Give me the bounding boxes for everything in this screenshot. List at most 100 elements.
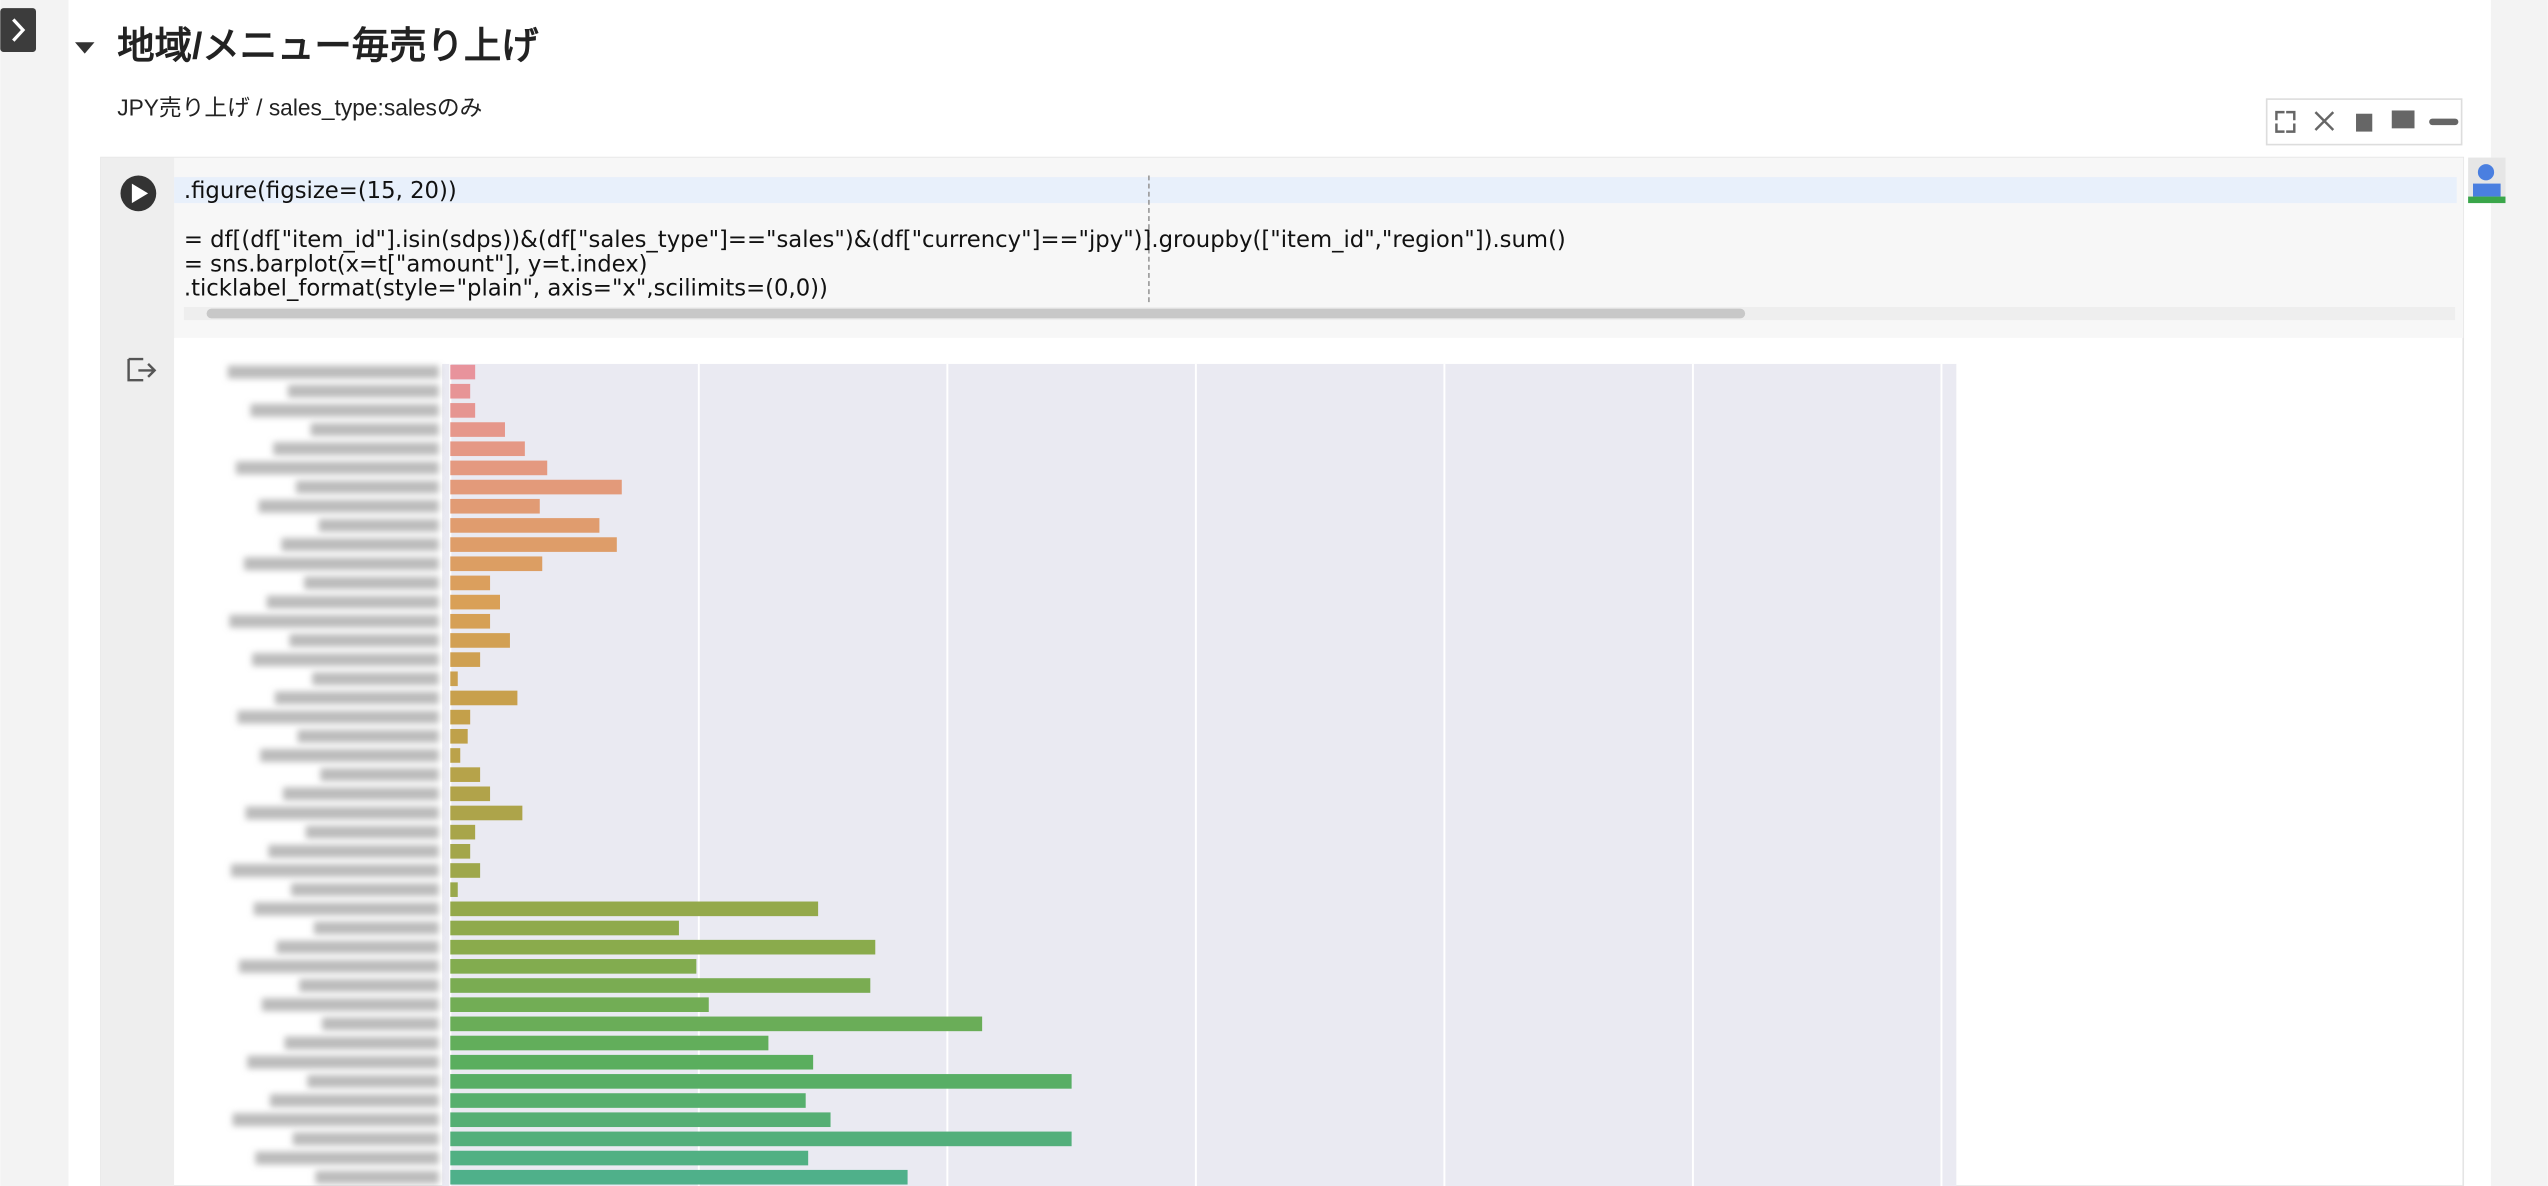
category-label-blurred [274, 691, 439, 705]
avatar-status [2468, 196, 2506, 204]
category-label-blurred [232, 1113, 439, 1127]
category-label-blurred [299, 979, 439, 993]
bar [450, 1074, 1072, 1089]
category-label-blurred [295, 480, 439, 494]
category-label-blurred [281, 538, 439, 552]
category-label-blurred [289, 633, 439, 647]
bar [450, 690, 518, 706]
bar [450, 671, 458, 687]
bar [450, 728, 468, 744]
category-label-blurred [273, 442, 439, 456]
bar [450, 594, 501, 610]
bar [450, 1035, 769, 1051]
category-label-blurred [282, 787, 439, 801]
bar [450, 422, 505, 437]
bar [450, 805, 523, 821]
category-label-blurred [230, 863, 439, 877]
bar [450, 383, 471, 399]
cell-gutter [100, 157, 175, 1186]
bar [450, 652, 481, 667]
bar [450, 939, 876, 955]
bar [450, 1093, 806, 1108]
bar [450, 997, 709, 1012]
section-title: 地域/メニュー毎売り上げ [117, 24, 539, 66]
bar [450, 633, 510, 648]
category-label-blurred [239, 959, 439, 973]
bar [450, 441, 525, 457]
category-label-blurred [266, 595, 439, 609]
scrollbar[interactable] [206, 308, 1746, 319]
bar [450, 575, 491, 591]
category-label-blurred [260, 748, 439, 762]
category-label-blurred [247, 1055, 439, 1069]
comment-icon[interactable] [2391, 110, 2415, 129]
output-icon[interactable] [127, 357, 157, 382]
code-line: .ticklabel_format(style="plain", axis="x… [184, 276, 828, 302]
trash-icon[interactable] [2356, 113, 2373, 132]
category-label-blurred [261, 998, 439, 1012]
category-label-blurred [237, 710, 439, 724]
bar [450, 1016, 983, 1032]
category-label-blurred [320, 768, 439, 782]
avatar-head [2477, 164, 2495, 181]
category-label-blurred [269, 1094, 439, 1108]
category-label-blurred [243, 557, 439, 571]
category-label-blurred [292, 1132, 439, 1146]
bar [450, 1150, 809, 1166]
bar [450, 460, 548, 476]
category-label-blurred [313, 921, 439, 935]
category-label-blurred [318, 518, 439, 532]
bar [450, 978, 871, 993]
expand-icon[interactable] [2275, 110, 2296, 133]
bar [450, 748, 461, 763]
bar [450, 709, 471, 725]
collapse-arrow[interactable] [75, 42, 95, 54]
category-label-blurred [229, 614, 439, 628]
bar [450, 1112, 831, 1128]
toggle-icon [12, 18, 26, 42]
category-label-blurred [276, 940, 439, 954]
bar [450, 824, 476, 840]
bar [450, 479, 622, 495]
category-label-blurred [287, 384, 439, 398]
bar [450, 403, 476, 418]
category-label-blurred [297, 729, 439, 743]
category-label-blurred [291, 883, 439, 897]
category-label-blurred [307, 1074, 439, 1088]
category-label-blurred [250, 403, 439, 417]
category-label-blurred [268, 844, 439, 858]
bar [450, 1169, 908, 1185]
active-line [174, 177, 2457, 204]
category-label-blurred [245, 806, 439, 820]
bar [450, 1054, 814, 1070]
category-label-blurred [255, 1151, 439, 1165]
bar [450, 920, 679, 936]
section-subtitle: JPY売り上げ / sales_type:salesのみ [117, 94, 482, 120]
bar [450, 537, 617, 552]
category-label-blurred [235, 461, 439, 475]
category-label-blurred [304, 576, 439, 590]
sidebar-toggle[interactable] [0, 8, 37, 52]
chart [227, 363, 1957, 1186]
bar [450, 901, 819, 917]
category-label-blurred [253, 902, 439, 916]
code-line: .figure(figsize=(15, 20)) [184, 178, 457, 204]
run-icon [131, 183, 149, 204]
code-line: = sns.barplot(x=t["amount"], y=t.index) [184, 251, 648, 277]
bar [450, 518, 600, 533]
bar [450, 786, 491, 802]
delete-cell-icon[interactable] [2314, 111, 2335, 131]
bar [450, 882, 458, 897]
bar [450, 613, 491, 629]
bar [450, 863, 481, 878]
bar [450, 767, 481, 782]
bar [450, 556, 543, 572]
avatar-body [2472, 183, 2501, 197]
code-line: = df[(df["item_id"].isin(sdps))&(df["sal… [184, 227, 1566, 253]
category-label-blurred [315, 1170, 439, 1184]
bar [450, 844, 471, 859]
bar [450, 364, 476, 380]
category-label-blurred [252, 653, 439, 667]
bar [450, 959, 697, 974]
